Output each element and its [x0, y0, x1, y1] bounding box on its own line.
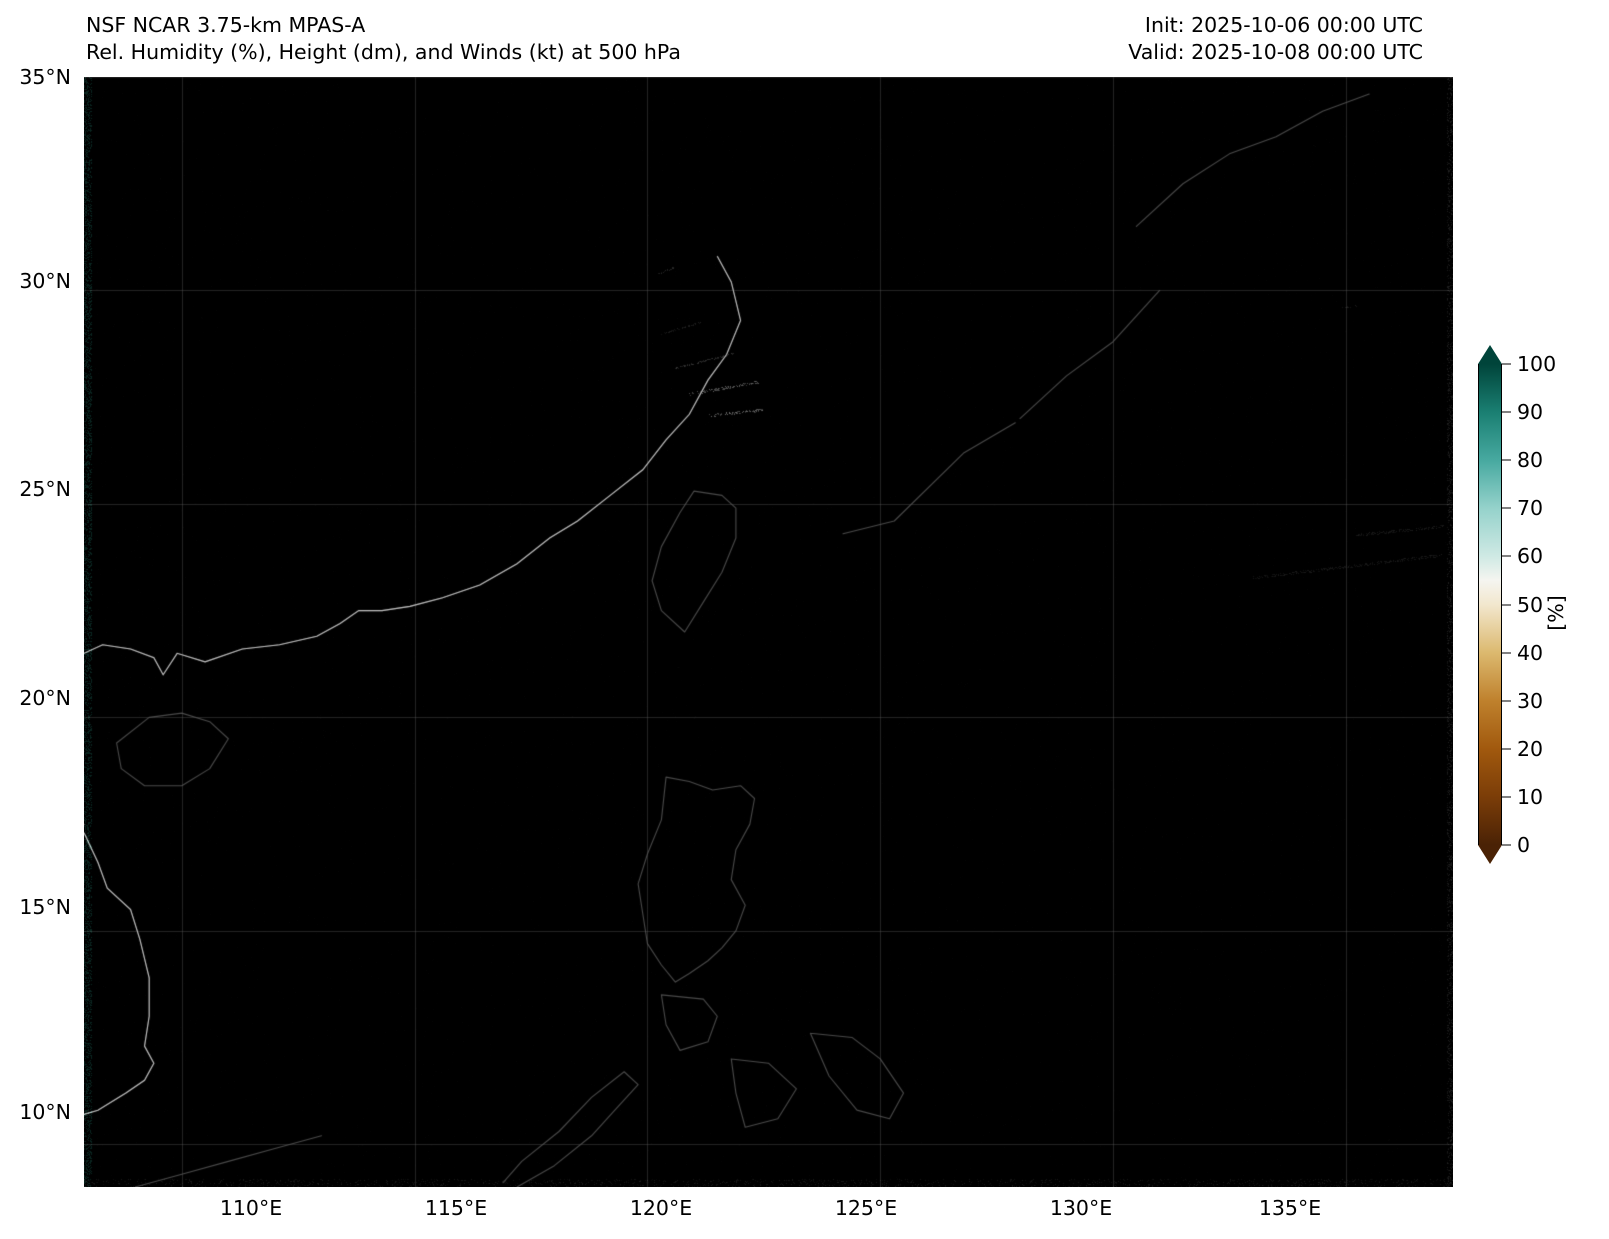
header-right-block: Init: 2025-10-06 00:00 UTC Valid: 2025-1…	[1128, 12, 1423, 66]
map-plot-area[interactable]	[84, 77, 1453, 1187]
colorbar-tick-label-10: 10	[1517, 784, 1544, 809]
colorbar-tick-60	[1502, 555, 1511, 557]
xtick-label-130: 130°E	[1049, 1196, 1113, 1220]
xtick-label-110: 110°E	[219, 1196, 283, 1220]
colorbar-tick-label-90: 90	[1517, 400, 1544, 425]
colorbar-tick-label-80: 80	[1517, 448, 1544, 473]
colorbar-tick-20	[1502, 748, 1511, 750]
colorbar-tick-70	[1502, 507, 1511, 509]
field-title: Rel. Humidity (%), Height (dm), and Wind…	[86, 40, 681, 65]
ytick-label-35: 35°N	[19, 65, 71, 89]
colorbar-tick-label-40: 40	[1517, 640, 1544, 665]
ytick-label-10: 10°N	[19, 1100, 71, 1124]
colorbar-extend-top-arrow	[1478, 345, 1502, 364]
xtick-label-125: 125°E	[834, 1196, 898, 1220]
init-time-label: Init: 2025-10-06 00:00 UTC	[1144, 13, 1423, 37]
colorbar-tick-label-60: 60	[1517, 544, 1544, 569]
ytick-label-30: 30°N	[19, 269, 71, 293]
colorbar-tick-label-70: 70	[1517, 496, 1544, 521]
xtick-label-115: 115°E	[424, 1196, 488, 1220]
colorbar-tick-40	[1502, 652, 1511, 654]
ytick-label-20: 20°N	[19, 686, 71, 710]
colorbar-tick-label-100: 100	[1517, 352, 1557, 376]
ytick-label-15: 15°N	[19, 895, 71, 919]
valid-time-label: Valid: 2025-10-08 00:00 UTC	[1128, 40, 1423, 65]
colorbar-tick-label-30: 30	[1517, 688, 1544, 713]
colorbar-tick-0	[1502, 844, 1511, 846]
relative-humidity-field	[84, 77, 1453, 1187]
colorbar-tick-50	[1502, 604, 1511, 605]
colorbar-extend-bottom-arrow	[1478, 845, 1502, 864]
model-title: NSF NCAR 3.75-km MPAS-A	[86, 13, 366, 37]
colorbar-tick-10	[1502, 796, 1511, 798]
xtick-label-135: 135°E	[1258, 1196, 1322, 1220]
colorbar-gradient	[1478, 364, 1502, 845]
colorbar-tick-80	[1502, 459, 1511, 461]
header-left-block: NSF NCAR 3.75-km MPAS-A Rel. Humidity (%…	[86, 12, 681, 66]
colorbar-body	[1478, 364, 1502, 845]
colorbar-tick-label-20: 20	[1517, 736, 1544, 761]
colorbar-tick-30	[1502, 700, 1511, 702]
xtick-label-120: 120°E	[629, 1196, 693, 1220]
colorbar-tick-100	[1502, 363, 1511, 365]
colorbar-units-label: [%]	[1544, 595, 1568, 631]
ytick-label-25: 25°N	[19, 477, 71, 501]
colorbar-tick-90	[1502, 411, 1511, 413]
colorbar-tick-label-0: 0	[1517, 833, 1531, 857]
colorbar-tick-label-50: 50	[1517, 592, 1544, 617]
colorbar[interactable]	[1478, 345, 1502, 864]
